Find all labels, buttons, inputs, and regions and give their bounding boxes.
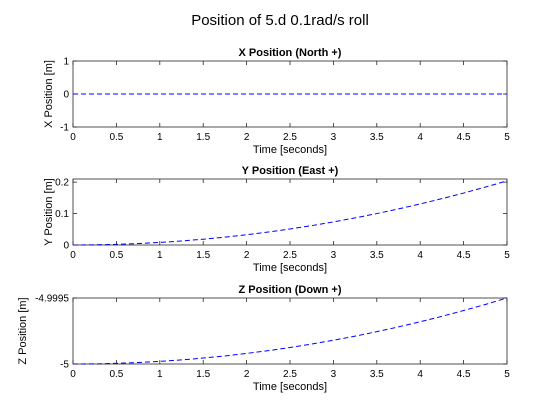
- x-tick-label: 0: [70, 250, 76, 261]
- plot-area: [72, 297, 508, 365]
- x-tick-label: 3: [331, 132, 337, 143]
- x-tick-label: 2.5: [283, 250, 297, 261]
- x-tick-label: 4: [417, 250, 423, 261]
- x-tick-label: 2: [244, 369, 250, 380]
- x-tick-label: 0: [70, 132, 76, 143]
- y-tick-label: 0.1: [55, 209, 69, 220]
- x-tick-label: 5: [504, 369, 510, 380]
- x-tick-label: 2.5: [283, 369, 297, 380]
- x-tick-label: 5: [504, 132, 510, 143]
- y-tick-label: -4.9995: [35, 294, 69, 305]
- y-axis-label: X Position [m]: [43, 60, 55, 128]
- y-axis-label: Z Position [m]: [17, 297, 29, 364]
- x-tick-label: 0.5: [109, 369, 123, 380]
- x-tick-label: 1: [157, 369, 163, 380]
- x-tick-label: 4: [417, 369, 423, 380]
- x-tick-label: 1.5: [196, 250, 210, 261]
- plot-area: [72, 178, 508, 246]
- x-axis-label: Time [seconds]: [253, 262, 327, 274]
- x-tick-label: 1.5: [196, 132, 210, 143]
- y-tick-label: 0: [63, 241, 69, 252]
- x-tick-label: 3.5: [370, 132, 384, 143]
- y-tick-label: -5: [60, 360, 69, 371]
- x-tick-label: 0.5: [109, 132, 123, 143]
- figure-title: Position of 5.d 0.1rad/s roll: [191, 12, 369, 29]
- y-tick-label: -1: [60, 123, 69, 134]
- y-tick-label: 0.2: [55, 178, 69, 189]
- x-tick-label: 4.5: [457, 132, 471, 143]
- x-tick-label: 3: [331, 250, 337, 261]
- x-tick-label: 4.5: [457, 250, 471, 261]
- subplot-3: 0 0.5 1 1.5 2 2.5 3 3.5 4 4.5 5 -5 -4.9995 Z Position…: [17, 284, 510, 393]
- x-tick-label: 3: [331, 369, 337, 380]
- x-tick-label: 1: [157, 132, 163, 143]
- x-tick-label: 3.5: [370, 369, 384, 380]
- x-tick-label: 5: [504, 250, 510, 261]
- subplot-2: 0 0.5 1 1.5 2 2.5 3 3.5 4 4.5 5 0 0.1 0.2 Y Position (…: [43, 165, 510, 274]
- subplot-title: Y Position (East +): [242, 165, 339, 177]
- x-axis-label: Time [seconds]: [253, 381, 327, 393]
- x-tick-label: 2: [244, 250, 250, 261]
- x-tick-label: 4: [417, 132, 423, 143]
- x-tick-label: 2: [244, 132, 250, 143]
- x-tick-label: 3.5: [370, 250, 384, 261]
- subplot-title: Z Position (Down +): [239, 284, 342, 296]
- x-tick-label: 1: [157, 250, 163, 261]
- x-tick-label: 1.5: [196, 369, 210, 380]
- x-tick-label: 0: [70, 369, 76, 380]
- series-line: [72, 180, 508, 246]
- series-line: [72, 297, 508, 365]
- y-tick-label: 1: [63, 57, 69, 68]
- x-axis-label: Time [seconds]: [253, 144, 327, 156]
- y-axis-label: Y Position [m]: [43, 178, 55, 246]
- x-tick-label: 0.5: [109, 250, 123, 261]
- x-tick-label: 4.5: [457, 369, 471, 380]
- x-tick-label: 2.5: [283, 132, 297, 143]
- y-tick-label: 0: [63, 90, 69, 101]
- subplot-title: X Position (North +): [239, 47, 342, 59]
